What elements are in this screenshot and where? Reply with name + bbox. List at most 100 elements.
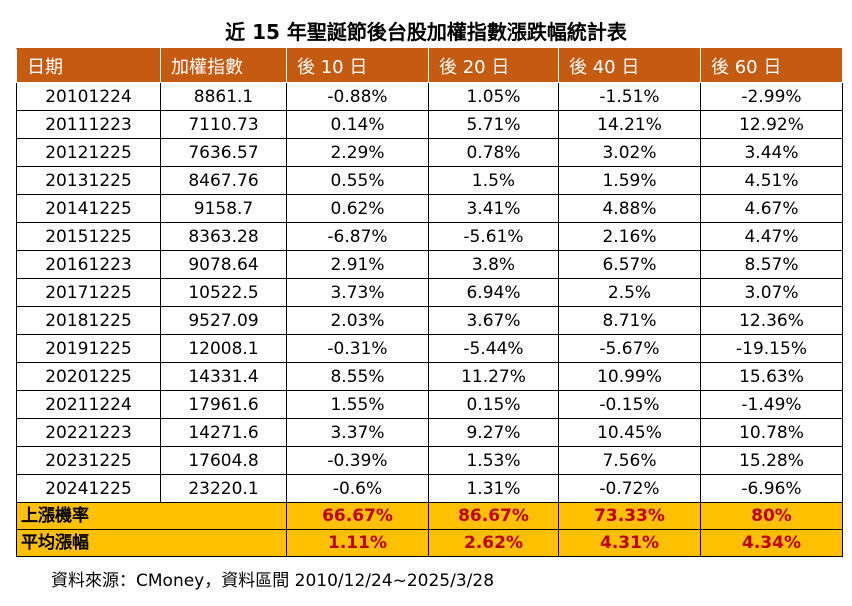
header-after-20-days: 後 20 日 [428, 48, 559, 83]
cell-after-10-days: 0.14% [286, 110, 429, 139]
table-row: 20211224 17961.6 1.55% 0.15% -0.15% -1.49% [16, 390, 843, 419]
cell-after-10-days: -0.31% [286, 334, 429, 363]
cell-date: 20201225 [16, 362, 161, 391]
cell-after-10-days: -0.6% [286, 474, 429, 503]
cell-after-20-days: 11.27% [428, 362, 559, 391]
cell-date: 20121225 [16, 138, 161, 167]
cell-index: 14331.4 [160, 362, 287, 391]
cell-after-10-days: 8.55% [286, 362, 429, 391]
table-row: 20171225 10522.5 3.73% 6.94% 2.5% 3.07% [16, 278, 843, 307]
cell-after-60-days: 8.57% [700, 250, 843, 279]
cell-index: 7110.73 [160, 110, 287, 139]
cell-after-10-days: 1.55% [286, 390, 429, 419]
cell-after-40-days: -0.72% [558, 474, 701, 503]
cell-after-40-days: 2.16% [558, 222, 701, 251]
cell-after-40-days: 7.56% [558, 446, 701, 475]
cell-index: 12008.1 [160, 334, 287, 363]
cell-date: 20211224 [16, 390, 161, 419]
cell-after-20-days: 1.31% [428, 474, 559, 503]
cell-after-60-days: 12.36% [700, 306, 843, 335]
cell-after-20-days: -5.44% [428, 334, 559, 363]
table-row: 20201225 14331.4 8.55% 11.27% 10.99% 15.63% [16, 362, 843, 391]
cell-after-40-days: -1.51% [558, 82, 701, 111]
cell-after-20-days: 1.5% [428, 166, 559, 195]
cell-date: 20131225 [16, 166, 161, 195]
summary-value-after-20-days: 86.67% [428, 502, 559, 530]
source-note: 資料來源：CMoney，資料區間 2010/12/24~2025/3/28 [51, 571, 495, 591]
cell-after-40-days: 3.02% [558, 138, 701, 167]
cell-index: 8861.1 [160, 82, 287, 111]
cell-after-20-days: 0.15% [428, 390, 559, 419]
table-row: 20191225 12008.1 -0.31% -5.44% -5.67% -19.15% [16, 334, 843, 363]
cell-date: 20141225 [16, 194, 161, 223]
cell-after-20-days: 0.78% [428, 138, 559, 167]
table-row: 20131225 8467.76 0.55% 1.5% 1.59% 4.51% [16, 166, 843, 195]
cell-after-40-days: 2.5% [558, 278, 701, 307]
cell-after-60-days: -6.96% [700, 474, 843, 503]
table-row: 20101224 8861.1 -0.88% 1.05% -1.51% -2.99% [16, 82, 843, 111]
table-row: 20161223 9078.64 2.91% 3.8% 6.57% 8.57% [16, 250, 843, 279]
summary-value-after-10-days: 66.67% [286, 502, 429, 530]
cell-after-60-days: 10.78% [700, 418, 843, 447]
cell-after-60-days: 12.92% [700, 110, 843, 139]
cell-after-20-days: 9.27% [428, 418, 559, 447]
table-body: 20101224 8861.1 -0.88% 1.05% -1.51% -2.99% 201… [16, 82, 843, 557]
cell-after-10-days: 3.73% [286, 278, 429, 307]
header-index: 加權指數 [160, 48, 287, 83]
summary-value-after-40-days: 4.31% [558, 529, 701, 557]
cell-date: 20171225 [16, 278, 161, 307]
cell-after-40-days: 14.21% [558, 110, 701, 139]
cell-after-10-days: -0.39% [286, 446, 429, 475]
cell-after-60-days: 15.63% [700, 362, 843, 391]
cell-after-40-days: 1.59% [558, 166, 701, 195]
summary-value-after-20-days: 2.62% [428, 529, 559, 557]
cell-index: 7636.57 [160, 138, 287, 167]
summary-label: 平均漲幅 [16, 529, 287, 557]
header-after-40-days: 後 40 日 [558, 48, 701, 83]
cell-after-40-days: -5.67% [558, 334, 701, 363]
table-row: 20141225 9158.7 0.62% 3.41% 4.88% 4.67% [16, 194, 843, 223]
cell-index: 8467.76 [160, 166, 287, 195]
header-date: 日期 [16, 48, 161, 83]
cell-after-60-days: -19.15% [700, 334, 843, 363]
cell-index: 10522.5 [160, 278, 287, 307]
cell-index: 9527.09 [160, 306, 287, 335]
cell-date: 20111223 [16, 110, 161, 139]
cell-after-10-days: -6.87% [286, 222, 429, 251]
cell-date: 20181225 [16, 306, 161, 335]
cell-after-40-days: 10.99% [558, 362, 701, 391]
summary-label: 上漲機率 [16, 502, 287, 530]
cell-after-20-days: 1.05% [428, 82, 559, 111]
cell-after-60-days: 4.67% [700, 194, 843, 223]
cell-date: 20151225 [16, 222, 161, 251]
cell-after-60-days: 15.28% [700, 446, 843, 475]
table-row: 20181225 9527.09 2.03% 3.67% 8.71% 12.36% [16, 306, 843, 335]
cell-after-10-days: 2.03% [286, 306, 429, 335]
summary-value-after-40-days: 73.33% [558, 502, 701, 530]
cell-date: 20191225 [16, 334, 161, 363]
cell-after-60-days: -1.49% [700, 390, 843, 419]
summary-row: 上漲機率 66.67% 86.67% 73.33% 80% [16, 502, 843, 530]
cell-index: 17961.6 [160, 390, 287, 419]
cell-date: 20101224 [16, 82, 161, 111]
cell-after-10-days: 2.91% [286, 250, 429, 279]
cell-after-60-days: 4.51% [700, 166, 843, 195]
header-after-60-days: 後 60 日 [700, 48, 843, 83]
cell-after-20-days: 5.71% [428, 110, 559, 139]
cell-index: 14271.6 [160, 418, 287, 447]
table-row: 20221223 14271.6 3.37% 9.27% 10.45% 10.78% [16, 418, 843, 447]
cell-after-60-days: 3.07% [700, 278, 843, 307]
cell-date: 20161223 [16, 250, 161, 279]
summary-value-after-10-days: 1.11% [286, 529, 429, 557]
cell-after-40-days: 6.57% [558, 250, 701, 279]
cell-after-10-days: 0.55% [286, 166, 429, 195]
cell-date: 20231225 [16, 446, 161, 475]
cell-after-60-days: 4.47% [700, 222, 843, 251]
cell-after-20-days: 6.94% [428, 278, 559, 307]
cell-after-60-days: 3.44% [700, 138, 843, 167]
cell-index: 9078.64 [160, 250, 287, 279]
table-title: 近 15 年聖誕節後台股加權指數漲跌幅統計表 [225, 20, 627, 44]
header-after-10-days: 後 10 日 [286, 48, 429, 83]
cell-date: 20241225 [16, 474, 161, 503]
cell-after-40-days: 4.88% [558, 194, 701, 223]
